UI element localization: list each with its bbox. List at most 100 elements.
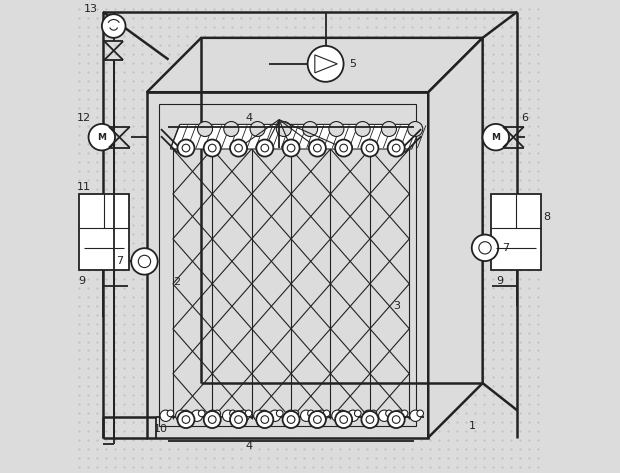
Circle shape (370, 410, 377, 417)
Circle shape (160, 410, 171, 421)
Circle shape (254, 410, 265, 421)
Text: 4: 4 (246, 440, 252, 451)
Circle shape (329, 122, 344, 137)
Text: 3: 3 (393, 301, 400, 311)
Circle shape (355, 410, 361, 417)
Circle shape (366, 144, 374, 152)
Circle shape (314, 416, 321, 423)
Circle shape (287, 144, 295, 152)
Circle shape (472, 235, 498, 261)
Circle shape (347, 410, 359, 421)
Circle shape (207, 410, 218, 421)
Text: M: M (97, 132, 106, 142)
Circle shape (316, 410, 327, 421)
Text: 1: 1 (469, 420, 476, 431)
Circle shape (388, 411, 405, 428)
Text: 6: 6 (521, 113, 528, 123)
Circle shape (392, 144, 400, 152)
Text: 5: 5 (349, 59, 356, 69)
Circle shape (198, 122, 213, 137)
Circle shape (366, 416, 374, 423)
Circle shape (269, 410, 281, 421)
Text: M: M (491, 132, 500, 142)
Circle shape (332, 410, 343, 421)
Polygon shape (428, 38, 482, 438)
Circle shape (250, 122, 265, 137)
Text: 7: 7 (503, 243, 510, 253)
Circle shape (339, 410, 345, 417)
Circle shape (363, 410, 374, 421)
Circle shape (308, 46, 343, 82)
Circle shape (230, 140, 247, 157)
Circle shape (285, 410, 296, 421)
Circle shape (204, 140, 221, 157)
Circle shape (204, 411, 221, 428)
Text: 12: 12 (77, 113, 91, 123)
Circle shape (182, 416, 190, 423)
Circle shape (479, 242, 491, 254)
Circle shape (238, 410, 249, 421)
Text: 7: 7 (116, 256, 123, 266)
Circle shape (175, 410, 187, 421)
Circle shape (235, 416, 242, 423)
Circle shape (292, 410, 299, 417)
Circle shape (388, 140, 405, 157)
Circle shape (183, 410, 189, 417)
Circle shape (224, 122, 239, 137)
Circle shape (308, 410, 314, 417)
Circle shape (309, 411, 326, 428)
Text: 9: 9 (78, 276, 86, 287)
Polygon shape (170, 124, 421, 149)
Circle shape (177, 140, 195, 157)
Circle shape (394, 410, 405, 421)
Circle shape (261, 410, 267, 417)
Circle shape (277, 122, 291, 137)
Bar (159, 104, 417, 426)
Circle shape (89, 124, 115, 150)
Circle shape (314, 144, 321, 152)
Circle shape (410, 410, 421, 421)
Circle shape (256, 140, 273, 157)
Text: 11: 11 (77, 182, 91, 192)
Circle shape (177, 411, 195, 428)
Text: 13: 13 (84, 4, 98, 15)
Circle shape (379, 410, 390, 421)
Circle shape (138, 255, 151, 268)
Circle shape (355, 122, 370, 137)
Circle shape (361, 411, 378, 428)
Circle shape (167, 410, 174, 417)
Circle shape (408, 122, 423, 137)
Bar (79, 194, 129, 270)
Circle shape (401, 410, 408, 417)
Circle shape (301, 410, 312, 421)
Circle shape (335, 140, 352, 157)
Circle shape (303, 122, 317, 137)
Text: 2: 2 (173, 277, 180, 287)
Circle shape (277, 410, 283, 417)
Circle shape (335, 411, 352, 428)
Circle shape (417, 410, 423, 417)
Circle shape (340, 416, 347, 423)
Circle shape (361, 140, 378, 157)
Circle shape (182, 144, 190, 152)
Circle shape (482, 124, 509, 150)
Circle shape (386, 410, 392, 417)
Circle shape (261, 416, 268, 423)
Bar (491, 194, 541, 270)
Circle shape (287, 416, 295, 423)
Text: 4: 4 (246, 113, 252, 123)
Circle shape (102, 14, 125, 38)
Text: 10: 10 (154, 424, 168, 434)
Bar (147, 92, 428, 438)
Circle shape (214, 410, 221, 417)
Text: 9: 9 (496, 276, 503, 287)
Circle shape (381, 122, 396, 137)
Circle shape (283, 140, 299, 157)
Circle shape (283, 411, 299, 428)
Text: 8: 8 (543, 211, 551, 222)
Circle shape (192, 410, 203, 421)
Circle shape (309, 140, 326, 157)
Circle shape (198, 410, 205, 417)
Circle shape (208, 416, 216, 423)
Circle shape (230, 411, 247, 428)
